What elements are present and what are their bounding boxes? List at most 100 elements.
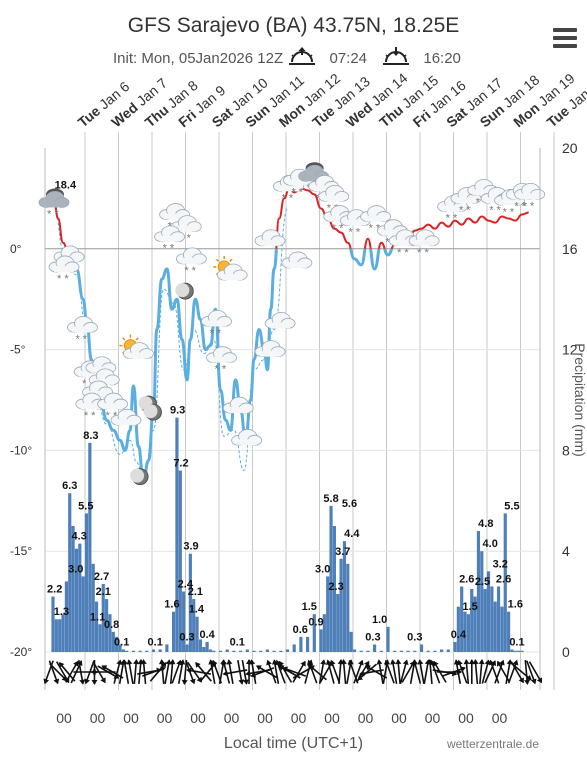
precipitation-bar [118,644,122,652]
wind-arrow [266,659,277,684]
precipitation-bar [188,553,192,652]
precipitation-bar [306,636,310,652]
precipitation-value-label: 2.7 [94,571,109,583]
svg-text:* *: * * [84,410,96,422]
precipitation-bar [486,571,491,652]
cloud-snow-icon: * * [48,255,80,285]
wind-arrow [121,659,130,684]
wind-arrow [278,660,293,683]
precipitation-bar [192,599,196,652]
precip-tick-label: 20 [562,140,578,156]
precipitation-bar [433,650,437,652]
wind-arrow [463,659,470,685]
precipitation-value-label: 0.1 [509,636,524,648]
precipitation-bar [326,576,330,652]
svg-text:* *: * * [75,333,87,345]
precipitation-bar [98,624,102,652]
precipitation-bars [51,417,524,652]
precipitation-bar [71,526,75,652]
svg-text:* *: * * [209,327,221,339]
precipitation-bar [218,650,223,652]
temp-tick-label: 0° [10,242,22,256]
hamburger-menu-icon[interactable] [553,28,577,50]
precipitation-bar [490,586,494,652]
precipitation-value-label: 4.3 [71,531,86,543]
precipitation-bar [84,513,89,652]
temp-tick-label: -10° [10,443,32,457]
credit-link[interactable]: wetterzentrale.de [446,737,539,751]
wind-arrow [126,659,134,684]
chart-title: GFS Sarajevo (BA) 43.75N, 18.25E [127,14,460,37]
precipitation-bar [131,650,135,652]
hour-label: 00 [324,710,340,726]
precipitation-bar [64,581,68,652]
wind-arrow [353,659,364,684]
precipitation-bar [115,636,119,652]
svg-text:* *: * * [397,247,409,259]
precipitation-bar [373,644,377,652]
precipitation-value-label: 1.5 [462,601,477,613]
svg-text:* *: * * [503,206,515,218]
precipitation-bar [460,586,464,652]
svg-text:* *: * * [332,223,344,235]
precipitation-bar [413,650,417,652]
precipitation-bar [329,505,333,652]
precipitation-bar [312,614,316,652]
wind-arrow [457,659,468,684]
precipitation-bar [379,650,383,652]
wind-arrow [390,659,398,684]
precipitation-bar [480,551,484,652]
precipitation-bar [121,649,125,652]
wind-arrow [412,659,422,684]
hour-label: 00 [291,710,307,726]
precipitation-bar [352,649,357,652]
sunrise-icon [289,47,316,65]
wind-arrow [241,660,249,685]
svg-text:* *: * * [47,208,59,220]
precipitation-value-label: 4.0 [483,538,498,550]
wind-arrow [101,665,124,679]
hour-label: 00 [425,710,441,726]
precipitation-bar [232,650,236,652]
precipitation-bar [359,650,363,652]
moon-icon [143,403,162,421]
weather-icons: * ** ** ** ** * * ** ** ** ** ** ** ** **… [38,162,546,486]
precipitation-bar [198,639,202,652]
precipitation-bar [239,650,243,652]
precip-tick-label: 16 [562,241,578,257]
precipitation-bar [466,614,470,652]
precipitation-bar [51,596,55,652]
svg-text:* *: * * [292,186,304,198]
hour-label: 00 [190,710,206,726]
precipitation-value-label: 2.4 [178,579,194,591]
cloud-snow-icon: * * [97,392,129,422]
precipitation-bar [61,614,65,652]
precipitation-bar [91,563,95,652]
wind-arrow [282,666,307,677]
cloud-icon [254,229,286,247]
precipitation-bar [446,649,450,652]
wind-arrow [292,660,306,683]
precipitation-value-label: 2.6 [496,573,511,585]
cloud-snow-icon: * * [408,229,440,259]
wind-arrow [505,659,513,684]
hour-label: 00 [391,710,407,726]
wind-arrow [133,659,140,685]
precipitation-bar [426,650,430,652]
precipitation-value-label: 1.1 [90,611,105,623]
precipitation-value-label: 2.6 [459,573,474,585]
cloud-icon [264,312,296,329]
wind-arrow [65,660,79,683]
precipitation-value-label: 8.3 [83,430,98,442]
precipitation-value-label: 1.0 [372,614,387,626]
precipitation-bar [493,601,497,652]
precipitation-value-label: 1.5 [302,601,317,613]
wind-arrow [507,659,519,684]
precipitation-bar [473,596,477,652]
precipitation-bar [78,543,82,652]
init-time: Init: Mon, 05Jan2026 12Z [113,50,284,67]
precipitation-bar [440,649,444,652]
precipitation-bar [54,619,58,652]
sun-cloud-icon [213,256,248,281]
